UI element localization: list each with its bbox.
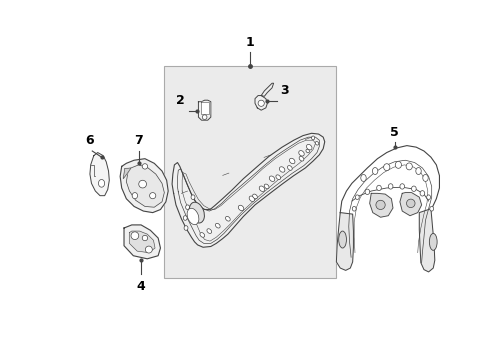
Ellipse shape <box>306 149 310 153</box>
Ellipse shape <box>186 205 190 210</box>
Ellipse shape <box>146 246 152 253</box>
Ellipse shape <box>377 185 381 191</box>
Bar <box>164 66 336 278</box>
Ellipse shape <box>142 235 147 241</box>
Ellipse shape <box>290 158 295 164</box>
Ellipse shape <box>352 206 356 211</box>
Ellipse shape <box>259 186 265 192</box>
Polygon shape <box>120 159 168 213</box>
Ellipse shape <box>365 189 369 194</box>
Polygon shape <box>172 133 325 247</box>
Ellipse shape <box>264 184 269 189</box>
Polygon shape <box>400 193 421 216</box>
Ellipse shape <box>139 180 147 188</box>
Polygon shape <box>369 193 393 217</box>
Ellipse shape <box>279 167 285 172</box>
Ellipse shape <box>149 193 156 199</box>
Text: 2: 2 <box>176 94 184 107</box>
Ellipse shape <box>189 202 204 223</box>
Ellipse shape <box>131 232 139 239</box>
Text: 4: 4 <box>137 280 146 293</box>
Polygon shape <box>123 168 131 179</box>
Ellipse shape <box>98 180 105 187</box>
Polygon shape <box>124 225 160 259</box>
Ellipse shape <box>372 167 378 175</box>
Ellipse shape <box>132 193 138 199</box>
Ellipse shape <box>388 184 393 189</box>
Ellipse shape <box>142 164 147 169</box>
Ellipse shape <box>184 226 188 230</box>
Ellipse shape <box>395 161 401 168</box>
Polygon shape <box>419 209 435 272</box>
Ellipse shape <box>288 166 292 170</box>
Ellipse shape <box>191 195 195 199</box>
Polygon shape <box>336 213 353 270</box>
Ellipse shape <box>253 194 257 199</box>
Text: 1: 1 <box>246 36 255 49</box>
Ellipse shape <box>225 216 230 221</box>
Ellipse shape <box>355 195 359 199</box>
Ellipse shape <box>307 144 312 150</box>
Ellipse shape <box>202 115 207 120</box>
Ellipse shape <box>416 167 421 175</box>
Ellipse shape <box>200 233 205 237</box>
Polygon shape <box>201 102 209 114</box>
Ellipse shape <box>361 175 366 181</box>
Text: 6: 6 <box>86 134 94 147</box>
Ellipse shape <box>384 164 390 171</box>
Polygon shape <box>126 165 164 207</box>
Ellipse shape <box>423 175 428 181</box>
Polygon shape <box>90 153 109 195</box>
Ellipse shape <box>412 186 416 192</box>
Ellipse shape <box>406 163 412 170</box>
Ellipse shape <box>183 216 187 220</box>
Ellipse shape <box>429 233 437 250</box>
Text: 5: 5 <box>390 126 399 139</box>
Ellipse shape <box>420 191 425 196</box>
Text: 7: 7 <box>134 134 143 147</box>
Text: 3: 3 <box>280 84 289 97</box>
Ellipse shape <box>315 141 319 145</box>
Polygon shape <box>261 83 273 96</box>
Ellipse shape <box>207 229 212 233</box>
Ellipse shape <box>427 195 431 199</box>
Ellipse shape <box>270 176 275 181</box>
Ellipse shape <box>258 100 264 106</box>
Ellipse shape <box>299 156 304 161</box>
Ellipse shape <box>312 136 315 140</box>
Polygon shape <box>255 95 268 110</box>
Polygon shape <box>129 231 155 253</box>
Ellipse shape <box>339 231 346 248</box>
Ellipse shape <box>276 175 281 180</box>
Ellipse shape <box>430 206 434 211</box>
Ellipse shape <box>400 184 405 189</box>
Ellipse shape <box>238 205 244 211</box>
Ellipse shape <box>299 150 304 156</box>
Ellipse shape <box>216 223 220 228</box>
Ellipse shape <box>187 208 199 225</box>
Ellipse shape <box>249 196 255 202</box>
Polygon shape <box>198 100 211 120</box>
Ellipse shape <box>407 199 415 208</box>
Ellipse shape <box>376 200 385 210</box>
